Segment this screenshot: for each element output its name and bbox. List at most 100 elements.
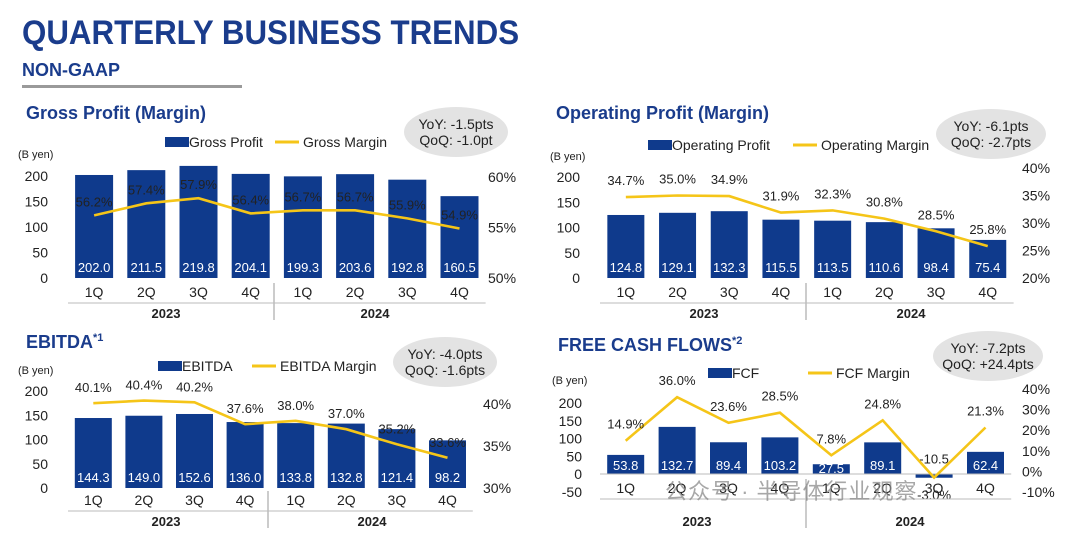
category-label: 1Q xyxy=(294,284,313,300)
margin-value-label: 37.6% xyxy=(227,401,264,416)
margin-value-label: 56.4% xyxy=(232,192,269,207)
y-tick-label: 150 xyxy=(25,407,49,423)
chart-panel-2: (B yen) 0 50 100 150 200 30% 35% 40% 144.3 149.0 15… xyxy=(18,337,511,529)
y2-tick-label: 35% xyxy=(1022,188,1050,204)
bar-value-label: 136.0 xyxy=(229,470,262,485)
bar-0 xyxy=(75,174,114,278)
y-tick-label: 0 xyxy=(574,466,582,482)
bar-value-label: 89.4 xyxy=(716,458,741,473)
margin-value-label: 36.0% xyxy=(659,373,696,388)
y2-tick-label: 0% xyxy=(1022,463,1042,479)
fcf-title: FREE CASH FLOWS*2 xyxy=(558,335,743,355)
category-label: 4Q xyxy=(438,492,457,508)
y-tick-label: 150 xyxy=(559,413,583,429)
margin-value-label: 28.5% xyxy=(761,389,798,404)
yoy-label: YoY: -1.5pts xyxy=(419,116,494,132)
bar-6 xyxy=(378,429,416,488)
bar-3 xyxy=(762,219,800,278)
bar-value-label: 149.0 xyxy=(128,470,161,485)
y2-tick-label: 40% xyxy=(483,396,511,412)
y2-tick-label: 20% xyxy=(1022,422,1050,438)
category-label: 4Q xyxy=(978,284,997,300)
y-tick-label: 200 xyxy=(559,395,583,411)
margin-value-label: 33.6% xyxy=(429,435,466,450)
margin-value-label: 7.8% xyxy=(816,431,846,446)
bar-value-label: 132.3 xyxy=(713,260,746,275)
margin-value-label: 21.3% xyxy=(967,404,1004,419)
y2-tick-label: -10% xyxy=(1022,484,1055,500)
margin-value-label: 57.9% xyxy=(180,177,217,192)
y-tick-label: -50 xyxy=(562,484,582,500)
unit-label: (B yen) xyxy=(552,375,587,387)
bar-1 xyxy=(658,426,696,474)
category-label: 3Q xyxy=(398,284,417,300)
category-label: 2Q xyxy=(135,492,154,508)
legend-bar-label: Operating Profit xyxy=(672,137,770,153)
y-tick-label: 100 xyxy=(25,432,49,448)
category-label: 3Q xyxy=(720,284,739,300)
yoy-qoq-badge xyxy=(933,331,1043,381)
y-tick-label: 150 xyxy=(25,194,49,210)
y2-tick-label: 20% xyxy=(1022,270,1050,286)
margin-value-label: 56.7% xyxy=(284,189,321,204)
bar-0 xyxy=(607,454,645,474)
y2-tick-label: 40% xyxy=(1022,160,1050,176)
unit-label: (B yen) xyxy=(550,151,585,163)
y-tick-label: 0 xyxy=(40,480,48,496)
margin-value-label: 24.8% xyxy=(864,396,901,411)
year-label: 2024 xyxy=(361,306,391,321)
year-label: 2023 xyxy=(152,514,181,529)
category-label: 1Q xyxy=(84,492,103,508)
bar-4 xyxy=(814,220,852,278)
qoq-label: QoQ: -2.7pts xyxy=(951,134,1031,150)
category-label: 3Q xyxy=(189,284,208,300)
bar-1 xyxy=(125,415,163,488)
yoy-qoq-badge xyxy=(936,109,1046,159)
y2-tick-label: 40% xyxy=(1022,381,1050,397)
y-tick-label: 0 xyxy=(572,270,580,286)
year-label: 2023 xyxy=(690,306,719,321)
margin-value-label: 56.2% xyxy=(76,194,113,209)
y-tick-label: 100 xyxy=(559,431,583,447)
category-label: 3Q xyxy=(927,284,946,300)
year-label: 2023 xyxy=(683,514,712,529)
legend-bar-swatch xyxy=(648,140,672,150)
bar-value-label: 204.1 xyxy=(234,260,267,275)
category-label: 2Q xyxy=(346,284,365,300)
y2-tick-label: 30% xyxy=(1022,402,1050,418)
gross-profit-title: Gross Profit (Margin) xyxy=(26,103,207,123)
yoy-label: YoY: -7.2pts xyxy=(951,340,1026,356)
chart-panel-1: (B yen) 0 50 100 150 200 20% 25% 30% 35% 40% 124.8 1… xyxy=(550,109,1050,321)
bar-value-label: 192.8 xyxy=(391,260,424,275)
bar-value-label: 121.4 xyxy=(381,470,414,485)
bar-5 xyxy=(865,222,903,278)
y-tick-label: 150 xyxy=(557,194,581,210)
y2-tick-label: 25% xyxy=(1022,243,1050,259)
category-label: 3Q xyxy=(925,480,944,496)
bar-2 xyxy=(179,165,218,278)
y2-tick-label: 30% xyxy=(1022,215,1050,231)
category-label: 4Q xyxy=(976,480,995,496)
bar-4 xyxy=(277,423,315,488)
legend-bar-swatch xyxy=(158,361,182,371)
category-label: 4Q xyxy=(241,284,260,300)
category-label: 1Q xyxy=(822,480,841,496)
y2-tick-label: 55% xyxy=(488,220,516,236)
margin-value-label: 31.9% xyxy=(763,189,800,204)
year-label: 2024 xyxy=(897,306,927,321)
margin-line xyxy=(93,399,448,460)
y2-tick-label: 60% xyxy=(488,169,516,185)
margin-value-label: 35.2% xyxy=(378,421,415,436)
margin-value-label: 28.5% xyxy=(918,207,955,222)
y-tick-label: 50 xyxy=(564,245,580,261)
category-label: 3Q xyxy=(719,480,738,496)
bar-value-label: 219.8 xyxy=(182,260,215,275)
legend-bar-label: Gross Profit xyxy=(189,134,263,150)
bar-value-label: 211.5 xyxy=(131,260,163,275)
y-tick-label: 200 xyxy=(557,169,581,185)
bar-7 xyxy=(969,239,1007,278)
bar-5 xyxy=(336,174,375,278)
operating-profit-title: Operating Profit (Margin) xyxy=(556,103,769,123)
